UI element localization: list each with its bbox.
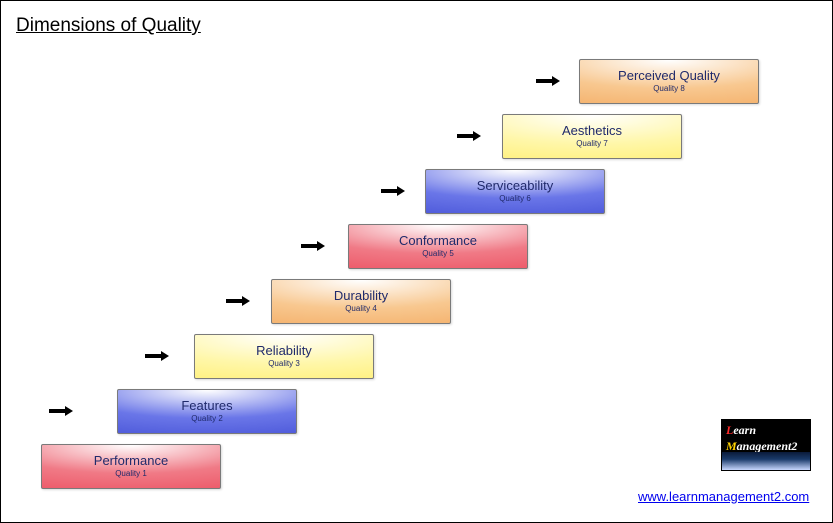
step-box-3: Reliability Quality 3: [194, 334, 374, 379]
step-sublabel: Quality 1: [115, 470, 147, 479]
arrow-shaft: [49, 409, 65, 413]
arrow-shaft: [301, 244, 317, 248]
step-sublabel: Quality 2: [191, 415, 223, 424]
arrow-2: [145, 353, 169, 359]
arrow-head-icon: [552, 76, 560, 86]
step-label: Performance: [94, 454, 168, 468]
arrow-shaft: [457, 134, 473, 138]
arrow-head-icon: [242, 296, 250, 306]
step-box-1: Performance Quality 1: [41, 444, 221, 489]
step-sublabel: Quality 5: [422, 250, 454, 259]
step-box-2: Features Quality 2: [117, 389, 297, 434]
arrow-head-icon: [161, 351, 169, 361]
step-sublabel: Quality 7: [576, 140, 608, 149]
diagram-canvas: Dimensions of Quality www.learnmanagemen…: [0, 0, 833, 523]
arrow-1: [49, 408, 73, 414]
logo: Learn Management2 .com: [721, 419, 811, 471]
arrow-shaft: [145, 354, 161, 358]
arrow-head-icon: [473, 131, 481, 141]
arrow-6: [457, 133, 481, 139]
step-label: Durability: [334, 289, 388, 303]
step-label: Serviceability: [477, 179, 554, 193]
step-sublabel: Quality 3: [268, 360, 300, 369]
step-sublabel: Quality 8: [653, 85, 685, 94]
step-box-8: Perceived Quality Quality 8: [579, 59, 759, 104]
step-label: Perceived Quality: [618, 69, 720, 83]
step-label: Reliability: [256, 344, 312, 358]
step-label: Conformance: [399, 234, 477, 248]
logo-anagement2: anagement2: [737, 439, 798, 453]
step-box-7: Aesthetics Quality 7: [502, 114, 682, 159]
step-box-4: Durability Quality 4: [271, 279, 451, 324]
logo-earn: earn: [733, 423, 756, 437]
page-title: Dimensions of Quality: [16, 15, 201, 37]
step-sublabel: Quality 4: [345, 305, 377, 314]
logo-wave: [722, 452, 810, 470]
arrow-4: [301, 243, 325, 249]
step-box-6: Serviceability Quality 6: [425, 169, 605, 214]
arrow-7: [536, 78, 560, 84]
logo-m: M: [726, 439, 737, 453]
arrow-head-icon: [397, 186, 405, 196]
step-label: Features: [181, 399, 232, 413]
arrow-shaft: [226, 299, 242, 303]
arrow-5: [381, 188, 405, 194]
arrow-head-icon: [317, 241, 325, 251]
source-link[interactable]: www.learnmanagement2.com: [638, 489, 809, 504]
arrow-3: [226, 298, 250, 304]
step-sublabel: Quality 6: [499, 195, 531, 204]
arrow-shaft: [536, 79, 552, 83]
step-box-5: Conformance Quality 5: [348, 224, 528, 269]
step-label: Aesthetics: [562, 124, 622, 138]
arrow-head-icon: [65, 406, 73, 416]
arrow-shaft: [381, 189, 397, 193]
